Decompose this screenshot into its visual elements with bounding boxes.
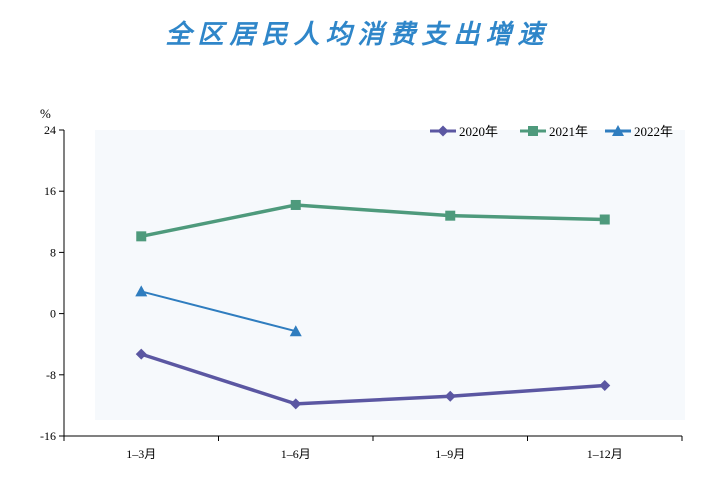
x-tick-labels: 1–3月 1–6月 1–9月 1–12月 [126, 447, 623, 461]
data-point [599, 380, 611, 392]
legend-label: 2021年 [549, 124, 588, 139]
legend-swatch-marker [528, 126, 538, 136]
legend: 2020年 2021年 2022年 [430, 124, 673, 139]
y-tick-label: 0 [50, 307, 56, 321]
chart-title: 全区居民人均消费支出增速 [165, 20, 550, 50]
data-point [444, 390, 456, 402]
series-line [140, 203, 605, 239]
y-tick-label: 16 [44, 184, 56, 198]
legend-swatch-marker [437, 125, 449, 137]
series-2022年 [135, 285, 302, 337]
data-point [136, 231, 147, 242]
series-line [140, 352, 605, 406]
data-point [290, 398, 302, 410]
y-tick-label: 8 [50, 245, 56, 259]
data-point [599, 214, 610, 225]
data-point [445, 210, 456, 221]
legend-swatch-marker [612, 125, 624, 136]
y-tick-label: 24 [44, 123, 56, 137]
data-point [289, 325, 302, 337]
legend-item: 2021年 [520, 124, 588, 139]
series-layer [135, 199, 611, 410]
legend-label: 2020年 [459, 124, 498, 139]
y-tick-label: -8 [46, 368, 56, 382]
legend-label: 2022年 [634, 124, 673, 139]
data-point [135, 285, 148, 297]
x-tick-label: 1–3月 [126, 447, 156, 461]
axes [59, 129, 683, 441]
series-2021年 [136, 199, 610, 242]
x-tick-label: 1–12月 [587, 447, 623, 461]
legend-item: 2022年 [605, 124, 673, 139]
y-tick-labels: 24 16 8 0 -8 -16 [40, 123, 56, 443]
data-point [135, 348, 147, 360]
y-axis-unit-label: % [40, 106, 51, 121]
x-tick-label: 1–9月 [435, 447, 465, 461]
data-point [290, 199, 301, 210]
series-line [141, 290, 296, 333]
x-tick-label: 1–6月 [281, 447, 311, 461]
series-2020年 [135, 348, 611, 410]
plot-background [95, 130, 685, 420]
y-tick-label: -16 [40, 429, 56, 443]
legend-item: 2020年 [430, 124, 498, 139]
